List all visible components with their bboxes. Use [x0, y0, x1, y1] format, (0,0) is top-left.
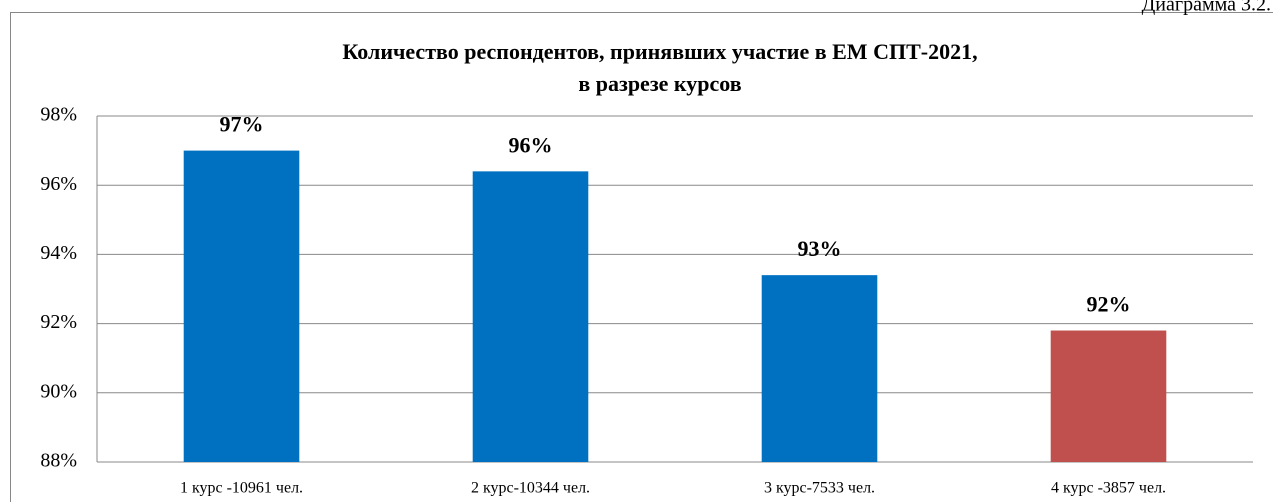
y-tick-label: 94%	[40, 242, 77, 264]
chart-title: Количество респондентов, принявших участ…	[342, 39, 977, 64]
bar	[1050, 330, 1167, 462]
x-tick-label: 3 курс-7533 чел.	[764, 480, 875, 497]
data-label: 93%	[798, 236, 842, 261]
y-tick-label: 88%	[40, 450, 77, 472]
x-tick-label: 2 курс-10344 чел.	[471, 480, 590, 497]
y-tick-label: 92%	[40, 311, 77, 333]
data-label: 92%	[1087, 292, 1131, 317]
chart-title: в разрезе курсов	[578, 71, 741, 96]
data-label: 97%	[220, 112, 264, 137]
data-label: 96%	[509, 132, 553, 157]
x-tick-label: 4 курс -3857 чел.	[1051, 480, 1166, 497]
bar	[472, 171, 589, 463]
y-tick-label: 90%	[40, 380, 77, 402]
bar	[183, 150, 300, 462]
caption: Диаграмма 3.2.	[1142, 0, 1271, 16]
y-tick-label: 98%	[40, 104, 77, 126]
y-tick-label: 96%	[40, 173, 77, 195]
bar	[761, 275, 878, 462]
x-tick-label: 1 курс -10961 чел.	[180, 480, 303, 497]
